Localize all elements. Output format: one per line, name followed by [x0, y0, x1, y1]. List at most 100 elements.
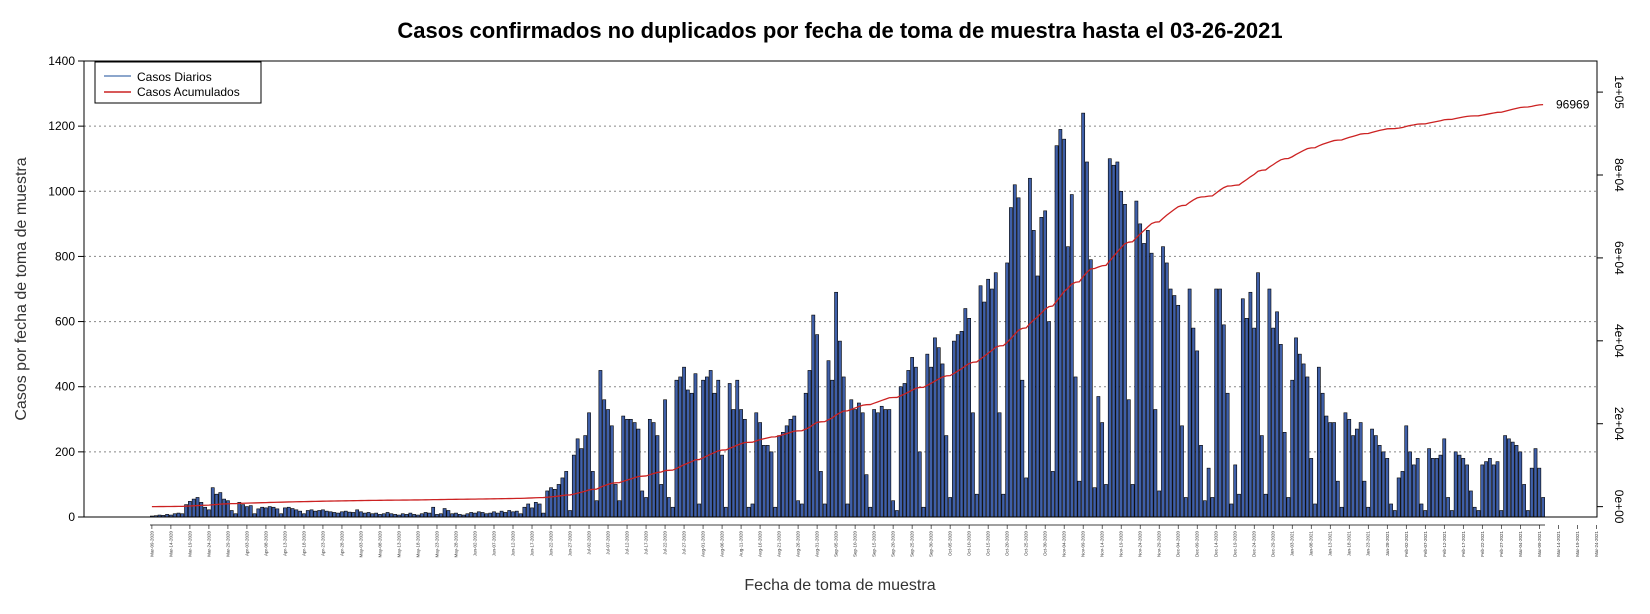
bar: [1275, 311, 1279, 518]
bar: [1415, 458, 1420, 518]
bar: [933, 337, 937, 518]
x-tick-label: May-13-2020: [396, 531, 401, 558]
bar: [321, 509, 325, 518]
bar: [628, 418, 633, 518]
bar: [579, 448, 584, 518]
bar: [1461, 458, 1466, 518]
x-tick-label: May-28-2020: [453, 531, 458, 558]
bar: [283, 507, 287, 518]
bar: [222, 498, 226, 518]
bar: [704, 376, 709, 518]
bar: [1081, 112, 1086, 518]
bar: [1043, 210, 1048, 518]
bar: [997, 412, 1002, 518]
bar: [689, 392, 694, 518]
x-tick-label: Jul-12-2020: [625, 531, 630, 555]
bar: [613, 484, 618, 518]
bar: [762, 445, 766, 518]
bar: [685, 389, 690, 518]
bar: [735, 379, 740, 518]
bar: [739, 409, 743, 518]
bar: [473, 512, 477, 518]
x-tick-label: Mar-09-2020: [149, 531, 154, 557]
y-tick-label: 800: [55, 249, 75, 263]
x-tick-label: Jan-23-2021: [1366, 531, 1371, 557]
x-tick-label: Sep-05-2020: [834, 531, 839, 558]
bar: [834, 291, 838, 518]
bar: [286, 506, 291, 518]
bar: [476, 511, 481, 518]
x-tick-label: Jan-28-2021: [1385, 531, 1390, 557]
y-axis-label: Casos por fecha de toma de muestra: [13, 157, 30, 420]
bar: [1096, 396, 1101, 518]
bar: [1423, 510, 1428, 518]
bar: [492, 511, 496, 518]
x-tick-label: Mar-14-2020: [168, 531, 173, 557]
x-tick-label: Mar-24-2021: [1594, 531, 1599, 557]
x-tick-label: Oct-05-2020: [948, 531, 953, 557]
bar: [1039, 217, 1044, 518]
x-tick-label: Dec-04-2020: [1176, 531, 1181, 558]
bar: [313, 510, 318, 518]
x-tick-label: Nov-09-2020: [1081, 531, 1086, 558]
bar: [1130, 484, 1135, 518]
y2-tick-label: 0e+00: [1612, 490, 1626, 524]
bar: [1476, 510, 1481, 518]
bar: [887, 409, 892, 518]
bar: [655, 435, 660, 518]
bar: [724, 506, 728, 518]
bar: [1259, 435, 1264, 518]
bar: [1271, 327, 1276, 518]
bar: [1491, 464, 1496, 518]
x-tick-label: Dec-14-2020: [1214, 531, 1219, 558]
bar: [1514, 445, 1519, 518]
bar: [826, 360, 831, 518]
bar: [636, 428, 641, 518]
bar: [982, 301, 987, 518]
bar: [1313, 503, 1317, 518]
bar: [594, 500, 599, 518]
bar: [533, 502, 538, 518]
bar: [260, 506, 264, 518]
bar: [1518, 451, 1523, 518]
bar: [891, 500, 895, 518]
bar: [914, 366, 918, 518]
bar: [1541, 497, 1545, 518]
bar: [963, 308, 968, 518]
bar: [815, 334, 819, 518]
bar: [503, 512, 508, 518]
bar: [955, 334, 960, 518]
bar: [1206, 467, 1211, 518]
bar: [701, 379, 705, 518]
bar: [967, 318, 972, 518]
bar: [541, 512, 546, 518]
bar: [587, 412, 591, 518]
bar: [480, 512, 485, 518]
bar: [841, 376, 846, 518]
bar: [294, 509, 299, 518]
bar: [1123, 204, 1127, 518]
bar: [1404, 425, 1409, 518]
bar: [716, 379, 721, 518]
x-tick-label: Jan-03-2021: [1290, 531, 1295, 557]
bar: [811, 314, 816, 518]
bar: [1244, 318, 1249, 518]
bar: [1438, 454, 1443, 518]
bar: [1537, 467, 1542, 518]
bar: [781, 432, 785, 518]
bar: [948, 497, 952, 518]
y-tick-label: 200: [55, 445, 75, 459]
x-tick-label: Sep-20-2020: [891, 531, 896, 558]
x-tick-label: Jul-02-2020: [587, 531, 592, 555]
bar: [1373, 435, 1378, 518]
x-tick-label: Feb-02-2021: [1404, 531, 1409, 557]
bar: [1134, 200, 1139, 518]
bar: [583, 435, 588, 518]
bar: [210, 487, 215, 518]
bar: [571, 454, 576, 518]
x-tick-label: Nov-29-2020: [1157, 531, 1162, 558]
bar: [1381, 451, 1386, 518]
bar: [1465, 464, 1469, 518]
bar: [275, 508, 280, 518]
